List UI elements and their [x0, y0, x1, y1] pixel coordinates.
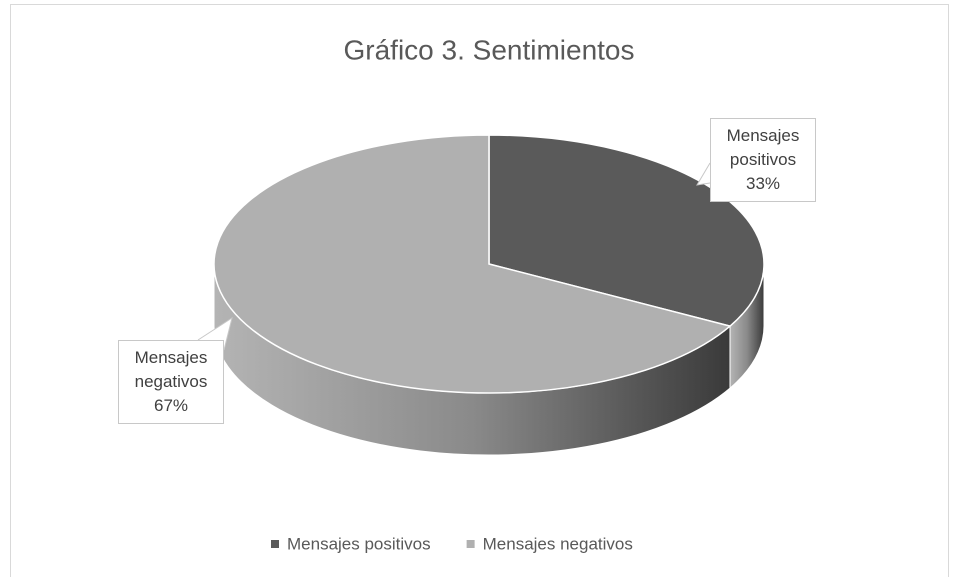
data-label-category: Mensajes positivos [726, 126, 800, 169]
data-label-value: 67% [153, 396, 189, 415]
data-label: Mensajes negativos 67% [118, 340, 224, 424]
label-pointer [696, 162, 711, 186]
legend-swatch [271, 540, 279, 548]
legend-swatch [466, 540, 475, 548]
data-label-value: 33% [745, 174, 781, 193]
chart-title: Gráfico 3. Sentimientos [343, 34, 634, 65]
data-label: Mensajes positivos 33% [710, 118, 816, 202]
pie-slice [213, 134, 732, 394]
data-label-category: Mensajes negativos [134, 348, 208, 391]
legend-label: Mensajes negativos [483, 534, 633, 553]
legend-label: Mensajes positivos [287, 534, 431, 553]
